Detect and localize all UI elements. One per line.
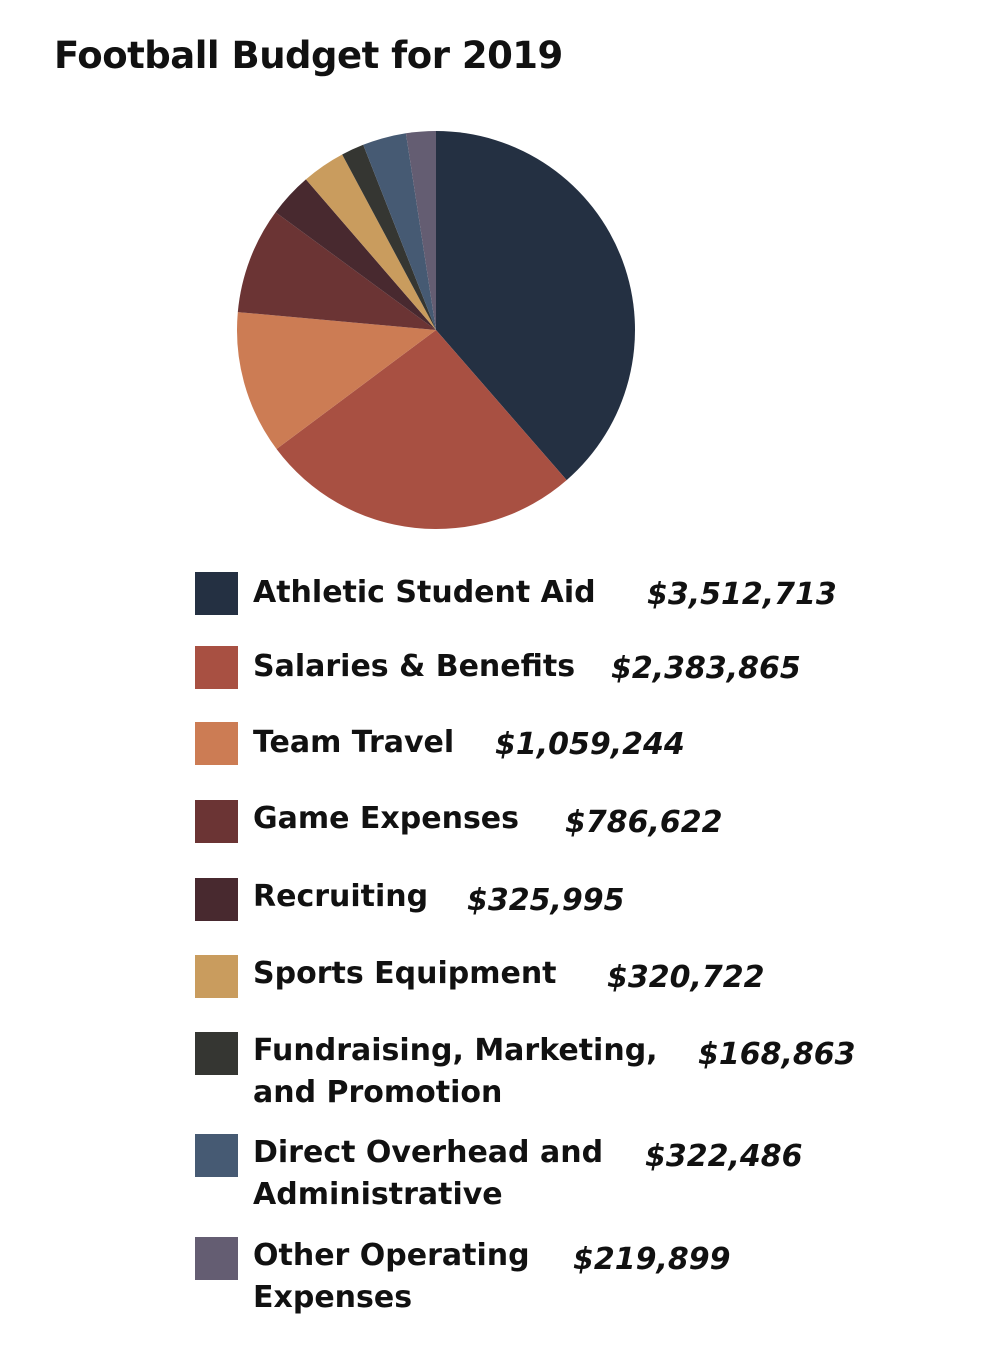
legend-label: Athletic Student Aid xyxy=(253,575,596,610)
legend-label: Other Operating Expenses xyxy=(253,1238,530,1315)
legend-swatch xyxy=(195,878,238,921)
pie-chart xyxy=(237,131,636,530)
pie-slice-team-travel xyxy=(237,312,436,450)
legend-label: Fundraising, Marketing, and Promotion xyxy=(253,1033,658,1110)
legend-value: $2,383,865 xyxy=(611,651,801,686)
pie-slice-game-expenses xyxy=(237,212,436,330)
legend-swatch xyxy=(195,572,238,615)
legend-label: Salaries & Benefits xyxy=(253,649,576,684)
legend-item-direct-overhead: Direct Overhead and Administrative $322,… xyxy=(195,1134,895,1224)
legend-label: Sports Equipment xyxy=(253,956,557,991)
legend-value: $786,622 xyxy=(565,805,723,840)
legend-swatch xyxy=(195,800,238,843)
pie-slice-other-operating-expenses xyxy=(405,131,436,330)
legend-swatch xyxy=(195,955,238,998)
legend-item-salaries-benefits: Salaries & Benefits $2,383,865 xyxy=(195,646,895,736)
legend-item-fundraising: Fundraising, Marketing, and Promotion $1… xyxy=(195,1032,895,1122)
legend-value: $3,512,713 xyxy=(647,577,837,612)
legend-label: Recruiting xyxy=(253,879,429,914)
legend-value: $1,059,244 xyxy=(495,727,685,762)
pie-slice-sports-equipment xyxy=(305,154,436,330)
legend-item-other-operating: Other Operating Expenses $219,899 xyxy=(195,1237,895,1327)
legend-swatch xyxy=(195,1032,238,1075)
legend-value: $322,486 xyxy=(645,1139,803,1174)
pie-slice-direct-overhead-and-administrative xyxy=(363,133,436,330)
legend-swatch xyxy=(195,646,238,689)
legend-swatch xyxy=(195,1134,238,1177)
legend-value: $320,722 xyxy=(607,960,765,995)
chart-title: Football Budget for 2019 xyxy=(54,34,563,77)
pie-slice-athletic-student-aid xyxy=(436,131,636,481)
pie-slice-recruiting xyxy=(275,179,436,330)
pie-slice-salaries-benefits xyxy=(276,330,567,530)
legend-value: $168,863 xyxy=(698,1037,856,1072)
legend-swatch xyxy=(195,1237,238,1280)
legend-value: $219,899 xyxy=(573,1242,731,1277)
legend-item-athletic-student-aid: Athletic Student Aid $3,512,713 xyxy=(195,572,895,662)
legend-label: Direct Overhead and Administrative xyxy=(253,1135,604,1212)
legend-item-team-travel: Team Travel $1,059,244 xyxy=(195,722,895,812)
legend-item-game-expenses: Game Expenses $786,622 xyxy=(195,800,895,890)
legend-label: Team Travel xyxy=(253,725,455,760)
pie-slice-fundraising-marketing-and-promotion xyxy=(342,144,436,330)
legend-value: $325,995 xyxy=(467,883,625,918)
legend-label: Game Expenses xyxy=(253,801,520,836)
legend-item-sports-equipment: Sports Equipment $320,722 xyxy=(195,955,895,1045)
legend-item-recruiting: Recruiting $325,995 xyxy=(195,878,895,968)
legend-swatch xyxy=(195,722,238,765)
